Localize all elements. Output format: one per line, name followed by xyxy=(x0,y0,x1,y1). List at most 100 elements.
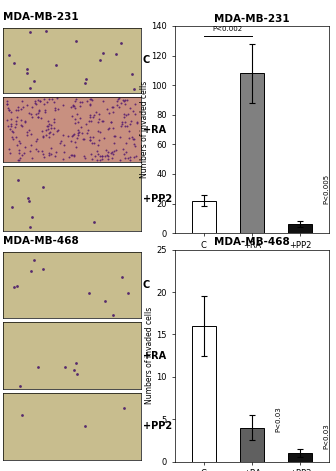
Point xyxy=(12,123,17,130)
Point xyxy=(10,135,15,143)
Point xyxy=(9,203,14,211)
Point xyxy=(106,110,111,117)
Point xyxy=(54,128,60,135)
Point xyxy=(19,411,25,419)
Point xyxy=(95,142,101,149)
Point xyxy=(61,141,67,149)
Point xyxy=(129,70,134,77)
Point xyxy=(114,50,119,57)
Point xyxy=(95,156,100,164)
Point xyxy=(44,131,49,139)
Point xyxy=(104,151,110,159)
Text: C: C xyxy=(143,280,150,290)
Point xyxy=(14,114,20,121)
Point xyxy=(88,118,94,125)
Point xyxy=(121,404,127,412)
Point xyxy=(104,106,110,113)
Point xyxy=(58,137,64,145)
Point xyxy=(51,115,57,122)
Point xyxy=(8,120,13,128)
Point xyxy=(83,75,88,83)
Point xyxy=(43,126,49,134)
Point xyxy=(17,382,23,390)
Point xyxy=(9,133,14,141)
Point xyxy=(124,122,130,130)
Point xyxy=(45,125,51,133)
Point xyxy=(19,151,25,158)
Point xyxy=(16,156,21,164)
Point xyxy=(4,100,10,108)
Point xyxy=(73,37,78,45)
Point xyxy=(23,118,28,126)
Point xyxy=(28,130,34,138)
Point xyxy=(29,154,35,162)
Point xyxy=(68,151,74,158)
Point xyxy=(116,95,121,103)
Point xyxy=(126,128,132,135)
Point xyxy=(26,195,31,202)
Point xyxy=(92,219,97,226)
Point xyxy=(99,153,105,160)
Point xyxy=(51,118,56,126)
Point xyxy=(46,95,51,103)
Point xyxy=(54,94,60,102)
Point xyxy=(15,104,20,111)
Point xyxy=(131,154,136,161)
Point xyxy=(122,96,127,104)
Point xyxy=(39,128,45,135)
Point xyxy=(14,282,19,290)
Point xyxy=(100,152,105,160)
Point xyxy=(123,154,128,162)
Point xyxy=(6,122,11,130)
Point xyxy=(134,152,139,159)
Text: C: C xyxy=(143,56,150,65)
Point xyxy=(51,98,56,106)
Text: P<0.002: P<0.002 xyxy=(213,26,243,32)
Point xyxy=(109,149,114,156)
Point xyxy=(132,110,137,117)
Point xyxy=(91,134,96,141)
Point xyxy=(76,131,81,138)
Point xyxy=(66,153,71,160)
Point xyxy=(122,100,127,108)
Point xyxy=(111,147,117,154)
Point xyxy=(11,284,17,291)
Point xyxy=(15,106,21,114)
Point xyxy=(97,153,102,160)
Point xyxy=(100,117,105,124)
Point xyxy=(99,117,105,125)
Point xyxy=(36,147,41,154)
Point xyxy=(55,106,61,113)
Point xyxy=(132,100,137,107)
Point xyxy=(84,130,89,137)
Point xyxy=(69,103,74,110)
Point xyxy=(38,97,43,105)
Point xyxy=(118,133,123,140)
Point xyxy=(96,115,102,122)
Point xyxy=(109,119,114,126)
Point xyxy=(76,129,81,136)
Point xyxy=(105,148,111,155)
Point xyxy=(41,132,46,140)
Point xyxy=(121,113,127,121)
Point xyxy=(117,156,123,164)
Point xyxy=(71,102,76,110)
Point xyxy=(82,135,87,143)
Point xyxy=(86,117,91,124)
Point xyxy=(112,133,117,140)
Point xyxy=(48,150,54,157)
Point xyxy=(114,101,119,108)
Point xyxy=(30,104,35,111)
Point xyxy=(124,148,129,156)
Point xyxy=(39,114,44,122)
Point xyxy=(48,121,53,129)
Point xyxy=(33,100,39,108)
Point xyxy=(47,129,52,136)
Point xyxy=(111,124,116,132)
Point xyxy=(45,98,50,106)
Point xyxy=(98,128,103,136)
Point xyxy=(32,77,37,85)
Point xyxy=(110,151,116,158)
Point xyxy=(114,97,119,105)
Point xyxy=(41,133,46,141)
